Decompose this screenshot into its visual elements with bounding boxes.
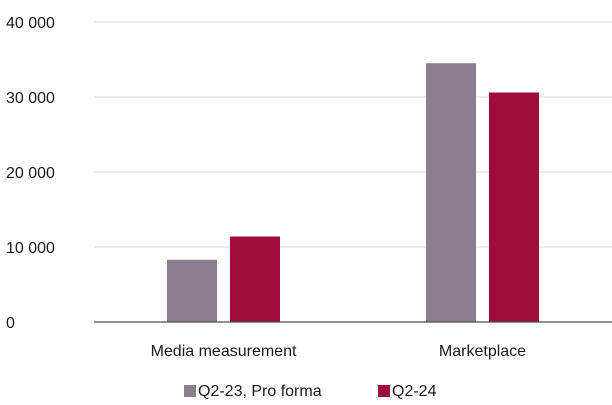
legend: Q2-23, Pro forma Q2-24: [184, 383, 437, 400]
y-axis-tick-labels: 0 10 000 20 000 30 000 40 000: [6, 15, 55, 332]
y-tick-label: 20 000: [6, 165, 55, 182]
y-tick-label: 10 000: [6, 240, 55, 257]
x-category-label: Media measurement: [151, 343, 297, 360]
legend-swatch: [184, 385, 196, 397]
legend-label: Q2-23, Pro forma: [198, 383, 322, 400]
y-tick-label: 0: [6, 315, 15, 332]
bar-marketplace-series-1: [426, 63, 476, 322]
x-category-label: Marketplace: [439, 343, 526, 360]
bar-media-measurement-series-1: [167, 259, 217, 322]
y-tick-label: 30 000: [6, 90, 55, 107]
bar-media-measurement-series-2: [230, 236, 280, 322]
bars: [167, 63, 539, 322]
bar-marketplace-series-2: [489, 92, 539, 322]
legend-swatch: [378, 385, 390, 397]
legend-label: Q2-24: [392, 383, 437, 400]
x-axis: Media measurement Marketplace: [94, 321, 612, 360]
y-tick-label: 40 000: [6, 15, 55, 32]
